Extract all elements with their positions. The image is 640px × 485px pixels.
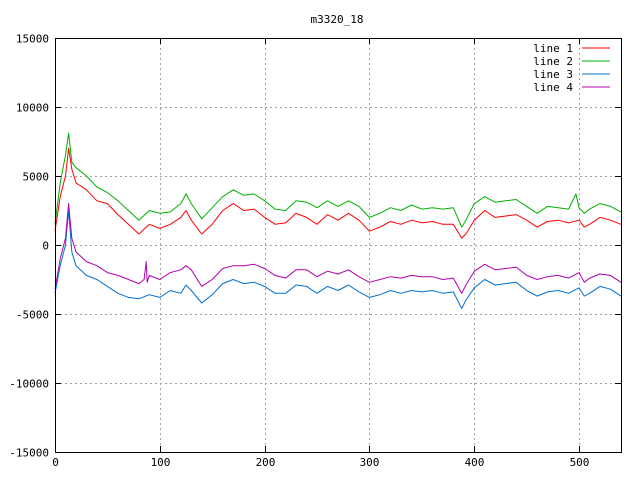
y-tick-label: 0 xyxy=(42,240,49,253)
x-tick-label: 400 xyxy=(465,456,485,469)
x-tick-label: 500 xyxy=(570,456,590,469)
y-tick-label: -15000 xyxy=(9,447,49,460)
y-tick-label: -5000 xyxy=(16,309,49,322)
chart-title: m3320_18 xyxy=(311,13,364,26)
series-line-1 xyxy=(54,147,622,239)
x-tick-label: 100 xyxy=(151,456,171,469)
series-lines xyxy=(54,132,622,309)
grid xyxy=(55,38,621,452)
series-line-3 xyxy=(54,210,622,309)
series-line-2 xyxy=(54,132,622,228)
x-tick-label: 0 xyxy=(52,456,59,469)
y-tick-label: -10000 xyxy=(9,378,49,391)
legend-label: line 4 xyxy=(533,81,573,94)
plot-frame xyxy=(55,38,622,453)
legend-label: line 3 xyxy=(533,68,573,81)
y-tick-label: 5000 xyxy=(23,171,50,184)
x-tick-label: 200 xyxy=(256,456,276,469)
y-tick-label: 10000 xyxy=(16,102,49,115)
series-line-4 xyxy=(54,203,622,294)
y-tick-label: 15000 xyxy=(16,33,49,46)
x-tick-label: 300 xyxy=(360,456,380,469)
legend-label: line 2 xyxy=(533,55,573,68)
legend-label: line 1 xyxy=(533,42,573,55)
axis-ticks: 0 100 200 300 400 500 -15000 -10000 -5000 0 5000 10… xyxy=(9,33,621,469)
